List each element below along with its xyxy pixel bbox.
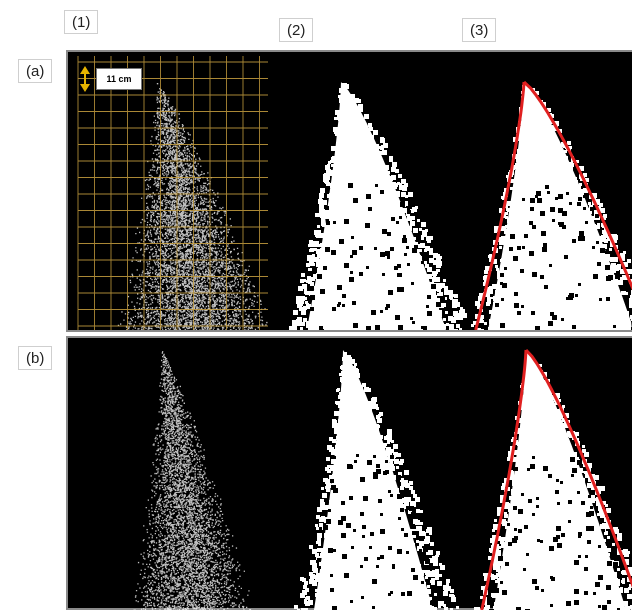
fit-curves [480, 348, 632, 610]
image-panel-row-b [66, 336, 632, 610]
measurement-grid [77, 56, 268, 330]
column-label-1: (1) [64, 10, 99, 34]
scale-label: 11 cm [96, 68, 142, 90]
row-label-a: (a) [18, 59, 53, 83]
fit-curves [474, 80, 632, 330]
spray-particle-cloud [117, 83, 268, 330]
binarized-spray-with-fit [474, 350, 632, 610]
column-label-2: (2) [279, 18, 314, 42]
spray-images-row-b [133, 348, 632, 610]
image-panel-row-a: 11 cm [66, 50, 632, 332]
binarized-spray-with-fit [471, 82, 632, 330]
binarized-spray [289, 82, 467, 330]
spray-images-row-a [77, 56, 632, 330]
double-arrow-icon [80, 66, 90, 92]
column-label-3: (3) [462, 18, 497, 42]
spray-particle-cloud [133, 351, 252, 610]
row-label-b: (b) [18, 346, 53, 370]
binarized-spray [294, 350, 459, 610]
